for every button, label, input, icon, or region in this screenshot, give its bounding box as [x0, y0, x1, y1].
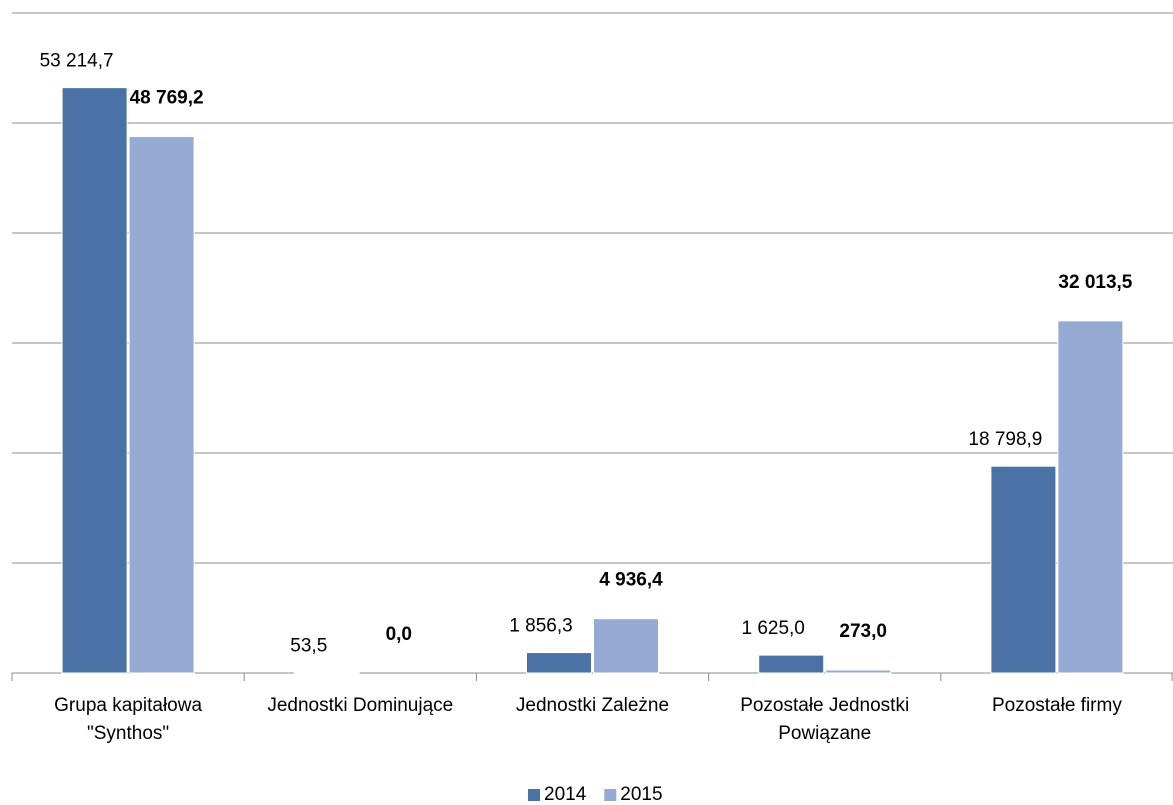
data-label: 53,5 — [290, 635, 327, 656]
data-label: 32 013,5 — [1058, 272, 1132, 293]
bar — [990, 465, 1057, 674]
legend-swatch — [528, 789, 540, 801]
x-tick-label: Pozostałe firmy — [991, 695, 1122, 716]
bar — [61, 87, 128, 674]
legend-label: 2015 — [620, 784, 662, 805]
data-label: 0,0 — [386, 624, 412, 645]
legend-label: 2014 — [544, 784, 587, 805]
data-label: 1 625,0 — [741, 618, 804, 639]
bar — [593, 618, 659, 674]
bar — [825, 669, 892, 674]
bar — [293, 671, 360, 674]
x-tick-label: Jednostki Dominujące — [267, 695, 454, 716]
bar — [128, 136, 195, 674]
bar — [526, 652, 592, 674]
x-tick-label: Jednostki Zależne — [515, 695, 670, 716]
legend-swatch — [604, 789, 617, 801]
data-label: 1 856,3 — [509, 616, 572, 637]
x-tick-label: Grupa kapitałowa "Synthos" — [54, 695, 203, 744]
data-label: 4 936,4 — [599, 570, 663, 591]
bar — [758, 654, 825, 674]
data-label: 273,0 — [839, 621, 887, 642]
x-tick-label: Pozostałe Jednostki Powiązane — [740, 695, 910, 744]
data-label: 53 214,7 — [40, 51, 114, 72]
bar — [1057, 320, 1124, 674]
data-label: 18 798,9 — [968, 429, 1042, 450]
data-label: 48 769,2 — [130, 88, 204, 109]
